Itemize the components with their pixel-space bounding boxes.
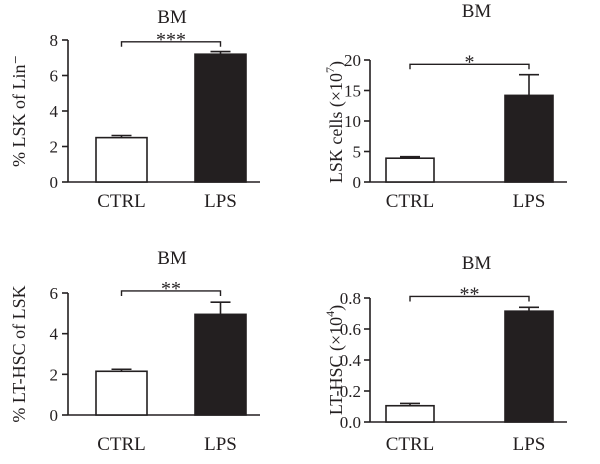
bar-ctrl — [385, 157, 435, 183]
y-tick-label: 4 — [50, 325, 59, 344]
y-axis-label-exponent: 4 — [323, 311, 337, 317]
y-tick-label: 5 — [353, 143, 362, 162]
chart-title: BM — [157, 7, 187, 28]
significance-bracket — [409, 295, 530, 302]
y-axis-label-tail: ) — [326, 305, 347, 311]
chart-panel-3: BM 0 2 4 6 % LT-HSC of LSK CTRL LPS ** — [9, 248, 260, 455]
x-category-label: CTRL — [97, 191, 146, 212]
y-tick-label: 0 — [50, 173, 59, 192]
y-tick-label: 8 — [50, 31, 59, 50]
x-category-label: CTRL — [97, 434, 146, 455]
y-tick-label: 6 — [50, 284, 59, 303]
y-tick-label: 0.0 — [340, 413, 361, 432]
significance-bracket — [120, 41, 222, 47]
y-axis-label: LT-HSC (×104) — [323, 305, 347, 415]
x-category-label: CTRL — [386, 434, 435, 455]
y-axis-label-exponent: 7 — [323, 67, 337, 73]
y-tick-label: 6 — [50, 67, 59, 86]
chart-title: BM — [157, 248, 187, 269]
y-tick-label: 2 — [50, 365, 59, 384]
x-category-label: CTRL — [386, 191, 435, 212]
bar-ctrl — [95, 136, 148, 183]
y-axis-label-tail: ) — [326, 61, 347, 67]
y-tick-label: 20 — [344, 51, 361, 70]
significance-bracket — [120, 290, 222, 296]
y-axis-label-text: LT-HSC (×10 — [326, 317, 347, 415]
significance-stars: *** — [156, 29, 186, 51]
y-tick-label: 15 — [344, 82, 361, 101]
x-category-label: LPS — [204, 191, 237, 212]
bar-lps — [194, 53, 247, 183]
significance-stars: ** — [161, 278, 181, 300]
y-tick-label: 0.6 — [340, 320, 361, 339]
y-axis-label: LSK cells (×107) — [323, 61, 347, 183]
chart-title: BM — [462, 1, 492, 22]
significance-bracket — [409, 63, 530, 70]
y-tick-label: 2 — [50, 138, 59, 157]
bar-ctrl — [95, 370, 148, 416]
y-axis-label: % LT-HSC of LSK — [9, 285, 29, 422]
bar-ctrl — [385, 404, 435, 423]
y-tick-label: 0 — [353, 173, 362, 192]
bar-lps — [504, 94, 554, 183]
y-axis-label-text: LSK cells (×10 — [326, 73, 347, 183]
chart-title: BM — [462, 253, 492, 274]
x-category-label: LPS — [204, 434, 237, 455]
chart-panel-1: BM 0 2 4 6 8 % LSK of Lin⁻ CTRL LPS *** — [9, 7, 260, 212]
y-tick-label: 0.2 — [340, 382, 361, 401]
y-axis-label-text: % LT-HSC of LSK — [9, 285, 29, 422]
y-axis-label: % LSK of Lin⁻ — [9, 55, 29, 167]
y-tick-label: 4 — [50, 102, 59, 121]
y-tick-label: 0.4 — [340, 351, 362, 370]
bar-lps — [194, 313, 247, 416]
y-axis-label-text: % LSK of Lin⁻ — [9, 55, 29, 167]
bar-lps — [504, 310, 554, 423]
x-category-label: LPS — [513, 434, 546, 455]
y-tick-label: 10 — [344, 112, 361, 131]
significance-stars: * — [465, 51, 475, 73]
significance-stars: ** — [460, 283, 480, 305]
y-tick-label: 0 — [50, 406, 59, 425]
chart-panel-4: BM0.00.20.40.60.8LT-HSC (×104)CTRL LPS** — [323, 253, 567, 455]
x-category-label: LPS — [513, 191, 546, 212]
y-tick-label: 0.8 — [340, 289, 361, 308]
